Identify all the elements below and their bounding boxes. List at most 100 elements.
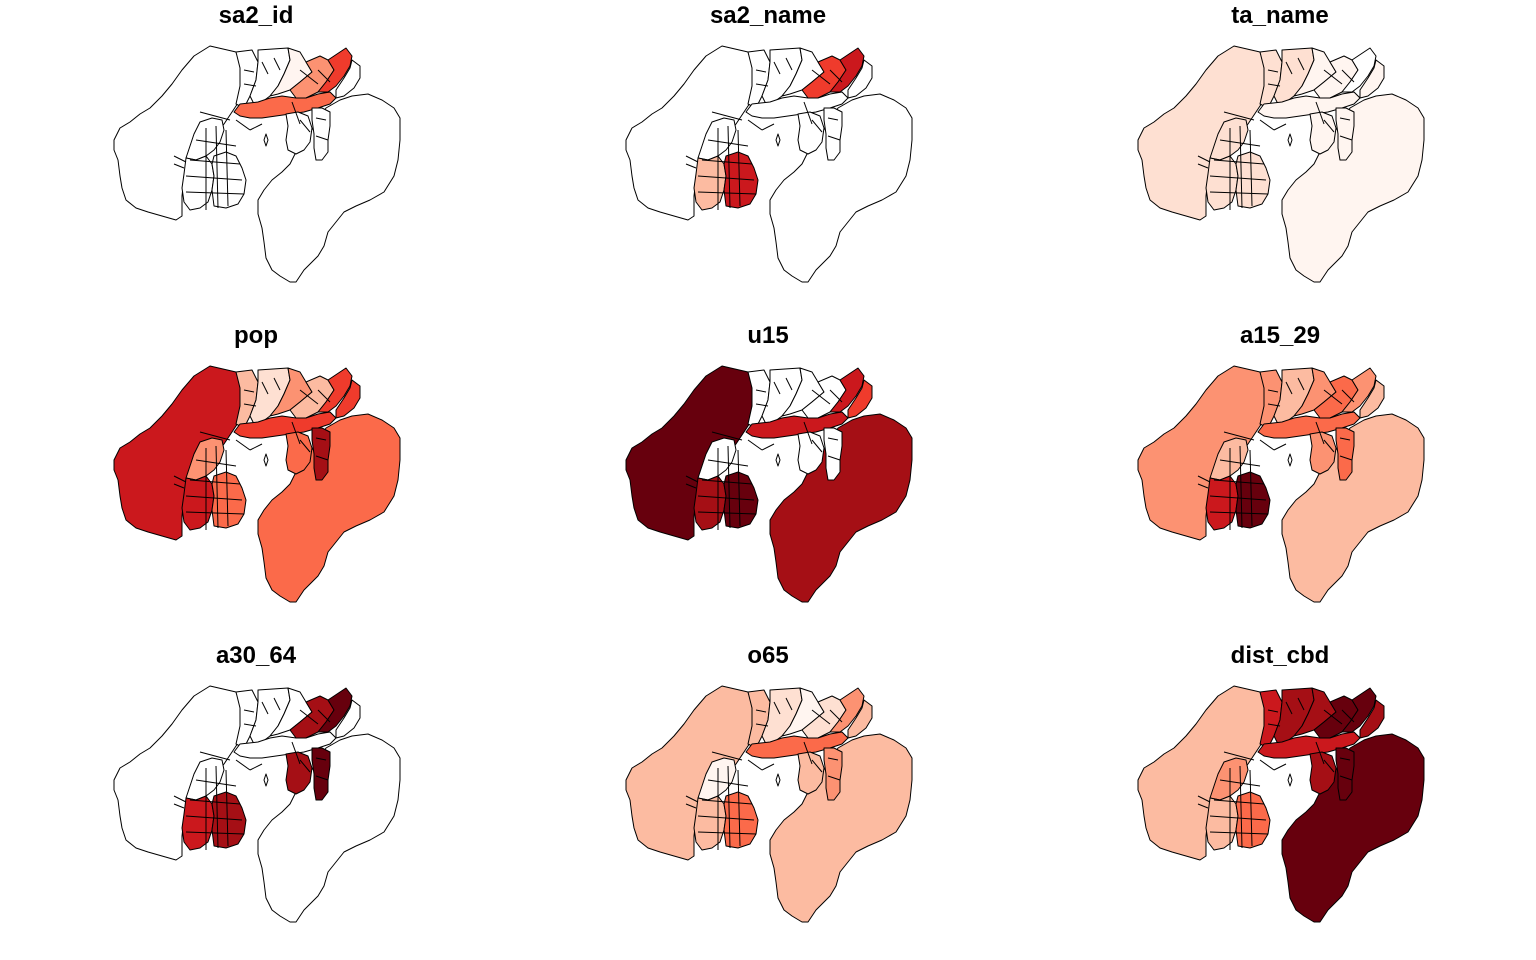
region-north-d — [1313, 375, 1359, 419]
region-south-a — [181, 795, 215, 851]
suburb-boundary — [1213, 159, 1265, 165]
region-north-c — [1293, 367, 1337, 417]
suburb-boundary — [1197, 795, 1211, 803]
suburb-boundary — [701, 799, 753, 805]
suburb-boundary — [185, 815, 243, 821]
region-hutt-b — [311, 427, 331, 481]
suburb-boundary — [243, 83, 257, 87]
suburb-boundary — [235, 119, 251, 131]
suburb-boundary — [1323, 439, 1335, 453]
region-hutt-a — [797, 751, 825, 795]
suburb-boundary — [1213, 479, 1265, 485]
suburb-boundary — [1273, 763, 1287, 771]
suburb-boundary — [315, 117, 327, 121]
suburb-boundary — [261, 61, 269, 75]
suburb-boundary — [1297, 697, 1305, 711]
suburb-boundary — [755, 83, 769, 87]
suburb-boundary — [189, 479, 241, 485]
suburb-boundary — [195, 779, 237, 787]
suburb-boundary — [189, 159, 241, 165]
suburb-boundary — [1209, 815, 1267, 821]
suburb-boundary — [785, 57, 793, 71]
region-harbour-band — [233, 411, 337, 439]
region-north-c — [269, 47, 313, 97]
region-east-strip — [335, 699, 361, 739]
suburb-boundary — [827, 437, 839, 441]
region-north-d — [289, 55, 335, 99]
suburb-boundary — [711, 751, 743, 761]
panel-a30-64: a30_64 — [0, 640, 512, 960]
suburb-boundary — [755, 69, 767, 73]
island — [263, 133, 269, 147]
region-east — [257, 733, 401, 923]
suburb-boundary — [697, 511, 757, 515]
suburb-boundary — [685, 475, 699, 483]
suburb-boundary — [761, 443, 775, 451]
suburb-boundary — [1267, 723, 1281, 727]
region-north-d — [289, 695, 335, 739]
panel-sa2-id: sa2_id — [0, 0, 512, 320]
suburb-boundary — [707, 779, 749, 787]
region-east-strip — [1359, 59, 1385, 99]
region-hutt-a — [1309, 111, 1337, 155]
region-north-c — [1293, 687, 1337, 737]
suburb-boundary — [803, 101, 813, 125]
island — [1287, 453, 1293, 467]
panel-title: ta_name — [1231, 2, 1329, 29]
suburb-boundary — [685, 795, 699, 803]
region-north-a — [1259, 689, 1283, 749]
suburb-boundary — [185, 191, 245, 195]
suburb-boundary — [1315, 101, 1325, 125]
suburb-boundary — [1223, 431, 1255, 441]
region-east — [769, 93, 913, 283]
suburb-boundary — [1341, 389, 1355, 403]
suburb-boundary — [1285, 61, 1293, 75]
suburb-boundary — [273, 57, 281, 71]
region-south-a — [1205, 155, 1239, 211]
suburb-boundary — [1209, 495, 1267, 501]
suburb-boundary — [299, 389, 319, 405]
suburb-boundary — [173, 795, 187, 803]
suburb-boundary — [1339, 455, 1353, 461]
suburb-boundary — [711, 111, 743, 121]
region-central — [697, 437, 737, 481]
suburb-boundary — [1259, 759, 1275, 771]
region-south-a — [1205, 475, 1239, 531]
suburb-boundary — [1273, 123, 1287, 131]
suburb-boundary — [315, 757, 327, 761]
region-hutt-a — [285, 751, 313, 795]
suburb-boundary — [697, 175, 755, 181]
suburb-boundary — [701, 479, 753, 485]
suburb-boundary — [811, 389, 831, 405]
region-east — [1281, 93, 1425, 283]
suburb-boundary — [317, 709, 331, 723]
suburb-boundary — [727, 445, 731, 529]
region-harbour-band — [1257, 731, 1361, 759]
suburb-boundary — [727, 125, 731, 209]
suburb-boundary — [785, 697, 793, 711]
map-sa2-id — [113, 45, 401, 283]
suburb-boundary — [685, 483, 697, 489]
suburb-boundary — [711, 431, 743, 441]
region-north-a — [235, 49, 259, 109]
suburb-boundary — [1323, 759, 1335, 773]
suburb-boundary — [315, 775, 329, 781]
suburb-boundary — [215, 445, 219, 529]
region-north-d — [801, 375, 847, 419]
region-hutt-a — [797, 431, 825, 475]
region-north-a — [747, 49, 771, 109]
suburb-boundary — [199, 111, 231, 121]
suburb-boundary — [785, 377, 793, 391]
suburb-boundary — [1323, 119, 1335, 133]
region-south-a — [693, 795, 727, 851]
suburb-boundary — [315, 437, 327, 441]
region-north-c — [269, 687, 313, 737]
panel-sa2-name: sa2_name — [512, 0, 1024, 320]
suburb-boundary — [773, 701, 781, 715]
region-south-a — [181, 475, 215, 531]
region-central — [697, 117, 737, 161]
suburb-boundary — [829, 389, 843, 403]
suburb-boundary — [755, 403, 769, 407]
suburb-boundary — [235, 439, 251, 451]
